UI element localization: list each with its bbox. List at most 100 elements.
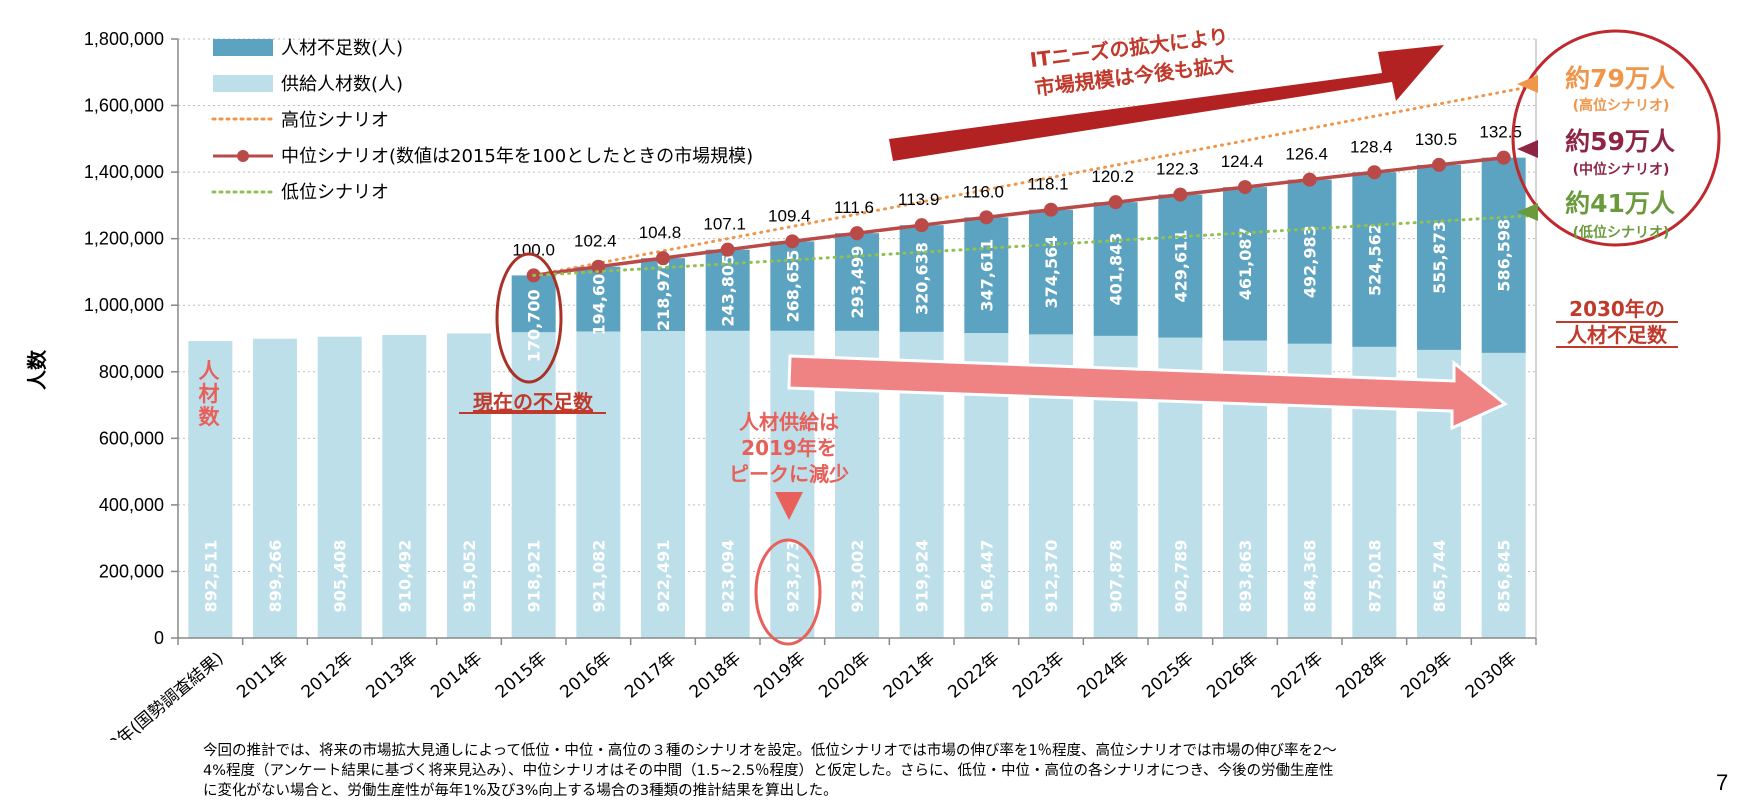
market-growth-text: ITニーズの拡大により 市場規模は今後も拡大 [1029,24,1235,100]
shortage-2030-l1: 2030年の [1569,297,1665,321]
supply-decline-arrow [787,354,1508,431]
mid-pointer-icon [1517,140,1538,158]
mid-marker [850,226,864,241]
bar-supply [447,333,491,638]
x-tick-label: 2019年 [751,649,810,703]
y-tick-label: 1,600,000 [84,96,164,116]
supply-peak-l1: 人材供給は [739,410,839,434]
mid-value-label: 120.2 [1091,167,1134,186]
bar-supply-label: 916,447 [977,540,996,613]
bar-shortage-label: 268,655 [783,250,802,323]
supply-peak-ellipse [754,538,822,646]
low-result-sub: (低位シナリオ) [1573,224,1670,241]
bar-shortage [641,258,685,332]
bar-supply-label: 922,491 [654,540,673,613]
bar-shortage-label: 243,805 [719,254,738,327]
x-tick-label: 2011年 [233,649,292,703]
y-tick-label: 800,000 [99,362,164,382]
x-tick-label: 2027年 [1268,649,1327,703]
legend-label-supply: 供給人材数(人) [281,74,403,95]
mid-marker [1108,195,1123,210]
bar-shortage [576,266,621,332]
footnote: 今回の推計では、将来の市場拡大見通しによって低位・中位・高位の３種のシナリオを設… [203,741,1503,801]
mid-value-label: 102.4 [574,232,617,251]
bar-supply-label: 899,266 [266,540,285,613]
mid-value-label: 126.4 [1285,145,1328,164]
scenario-lines [526,84,1538,283]
mid-value-label: 107.1 [703,215,746,234]
bar-supply-label: 905,408 [331,540,350,613]
bar-supply [188,340,233,638]
bar-supply-label: 921,082 [589,540,608,613]
bar-shortage [511,275,556,333]
mid-value-label: 118.1 [1027,175,1068,194]
bar-shortage-label: 555,873 [1430,221,1449,294]
legend-label-mid: 中位シナリオ(数値は2015年を100としたときの市場規模) [281,146,753,167]
bar-supply-label: 918,921 [525,540,544,613]
mid-value-label: 111.6 [834,198,874,217]
footnote-line: 今回の推計では、将来の市場拡大見通しによって低位・中位・高位の３種のシナリオを設… [203,743,1337,759]
mid-scenario-labels: 100.0 102.4 104.8 107.1 109.4 111.6 113.9 116.0… [512,123,1522,260]
x-tick-label: 2012年 [298,649,357,703]
x-tick-label: 2022年 [945,649,1004,703]
mid-marker [979,210,994,225]
supply-vertical-char: 材 [199,382,220,406]
scenario-line-0 [532,84,1538,277]
legend-label-low: 低位シナリオ [281,182,389,203]
bar-supply [705,330,750,638]
supply-vertical-char: 数 [199,405,221,429]
bar-supply-label: 910,492 [395,540,414,613]
x-tick-label: 2028年 [1333,649,1392,703]
x-tick-label: 2030年 [1462,649,1521,703]
bar-shortage-label: 194,608 [589,263,608,336]
bar-supply-label: 923,273 [783,540,802,613]
bar-supply-label: 875,018 [1365,540,1384,613]
x-axis-ticks: 2010年(国勢調査結果) 2011年 2012年 2013年 2014年 2015年 20… [80,638,1537,740]
x-tick-label: 2013年 [363,649,422,703]
mid-value-label: 130.5 [1415,130,1458,149]
bar-value-labels: 892,511 899,266 905,408 910,492 915,052 918,9… [201,219,1513,613]
bar-shortage [1352,172,1397,347]
bar-supply [576,331,621,638]
mid-value-label: 113.9 [898,190,939,209]
x-tick-label: 2015年 [492,649,551,703]
mid-marker [1496,150,1511,165]
x-tick-label: 2014年 [427,649,486,703]
bar-shortage-label: 347,611 [977,239,996,312]
mid-value-label: 109.4 [768,206,811,225]
bar-supply-label: 884,368 [1301,540,1320,613]
bar-shortage-label: 429,611 [1171,230,1190,303]
x-tick-label: 2023年 [1009,649,1068,703]
supply-peak-arrowhead [775,492,803,520]
bar-supply [511,332,556,638]
bar-shortage-label: 320,638 [913,242,932,315]
bar-supply-label: 919,924 [913,540,932,613]
legend-label-high: 高位シナリオ [281,110,389,131]
mid-value-label: 116.0 [963,182,1004,201]
x-tick-label: 2029年 [1397,649,1456,703]
high-pointer-icon [1517,75,1538,93]
bar-supply [382,335,427,638]
bar-shortage-label: 586,598 [1495,219,1514,292]
supply-peak-l2: 2019年を [741,436,837,460]
mid-marker [1238,180,1252,195]
bar-shortage [770,241,815,331]
mid-value-label: 124.4 [1221,152,1264,171]
mid-marker [1173,187,1188,202]
legend-swatch-shortage [213,39,273,56]
mid-value-label: 122.3 [1156,160,1199,179]
x-tick-label: 2020年 [815,649,874,703]
footnote-line: に変化がない場合と、労働生産性が毎年1%及び3%向上する場合の3種類の推計結果を… [203,783,838,799]
bar-shortage-label: 170,700 [525,289,544,362]
supply-vertical-char: 人 [199,359,220,383]
mid-value-label: 128.4 [1350,137,1393,156]
y-tick-label: 0 [154,628,164,648]
market-growth-arrow [889,45,1444,161]
bar-shortage [1417,164,1461,350]
bar-supply-label: 915,052 [460,540,479,613]
bar-supply [641,331,685,638]
y-tick-label: 1,200,000 [84,229,164,249]
y-tick-label: 200,000 [99,561,164,581]
page-number: 7 [1716,770,1729,795]
x-tick-label: 2026年 [1203,649,1262,703]
